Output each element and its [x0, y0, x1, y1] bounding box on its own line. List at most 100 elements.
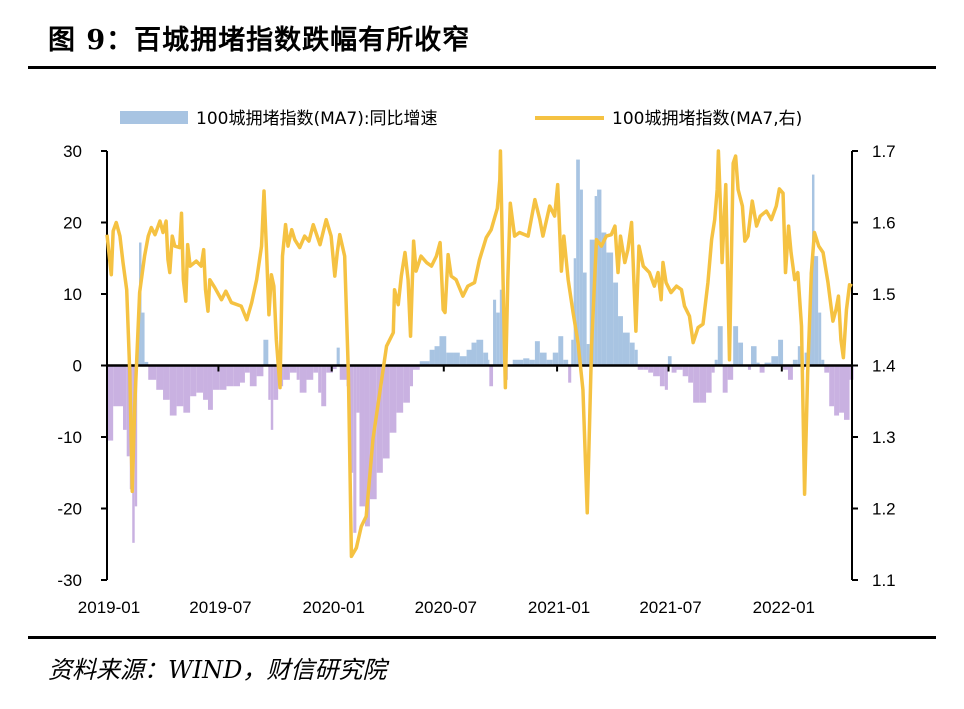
bar — [156, 365, 164, 390]
bar — [489, 365, 494, 387]
bar — [671, 365, 677, 373]
legend-label-line: 100城拥堵指数(MA7,右) — [612, 109, 802, 129]
bar — [483, 352, 489, 366]
congestion-index-line — [105, 149, 853, 559]
bar — [814, 256, 819, 366]
bar — [169, 365, 177, 416]
y-right-tick-label: 1.2 — [872, 500, 896, 519]
y-left-tick-label: -20 — [57, 500, 82, 519]
bar — [764, 362, 772, 366]
bar — [273, 365, 279, 400]
x-tick-label: 2019-01 — [78, 598, 140, 617]
bar — [249, 365, 257, 387]
bar — [844, 365, 850, 420]
bar — [299, 365, 307, 393]
bar — [688, 365, 694, 383]
bar — [756, 362, 760, 366]
bar — [606, 252, 614, 366]
bar — [824, 365, 830, 373]
bar — [523, 358, 530, 366]
bar — [787, 365, 793, 380]
y-left-tick-label: 10 — [63, 285, 82, 304]
bar — [797, 346, 802, 366]
bar — [558, 336, 564, 366]
bar — [601, 232, 607, 366]
bar — [576, 159, 580, 366]
tick-labels: 30 20 10 0 -10 -20 -30 1.7 1.6 1.5 1.4 1.3 1.2 1.1 201… — [57, 142, 895, 617]
y-right-tick-label: 1.6 — [872, 214, 896, 233]
bar — [579, 189, 583, 366]
bar — [637, 365, 644, 370]
bar — [207, 365, 213, 410]
x-tick-label: 2021-07 — [639, 598, 701, 617]
bar — [389, 365, 397, 433]
bar — [717, 326, 723, 366]
bar — [419, 361, 430, 366]
bar — [144, 361, 149, 366]
bar — [488, 359, 490, 366]
bar — [212, 365, 220, 390]
bar — [296, 365, 300, 380]
bar — [582, 272, 587, 366]
bar — [699, 365, 707, 403]
bar — [353, 365, 357, 533]
bar — [123, 365, 127, 430]
bar — [107, 365, 114, 441]
bar — [446, 352, 454, 366]
bar — [364, 365, 370, 527]
x-tick-label: 2021-01 — [528, 598, 590, 617]
bar — [439, 336, 447, 366]
bar — [618, 316, 623, 366]
bar — [349, 365, 354, 473]
bar — [429, 349, 435, 366]
source-note: 资料来源：WIND，财信研究院 — [48, 656, 387, 684]
bar — [318, 365, 322, 393]
bar — [778, 339, 784, 366]
bar — [382, 365, 390, 459]
bar — [499, 289, 503, 366]
bar — [664, 365, 668, 390]
bar — [659, 365, 665, 387]
bar — [771, 356, 779, 366]
bar — [332, 365, 337, 370]
bar — [471, 342, 477, 366]
bar — [190, 365, 197, 397]
y-left-tick-label: 30 — [63, 142, 82, 161]
bar — [268, 365, 271, 400]
bar — [706, 365, 712, 393]
bar — [356, 365, 360, 413]
bar — [634, 349, 638, 366]
bar — [539, 352, 547, 366]
bar — [834, 365, 840, 416]
bar — [233, 365, 240, 387]
bar — [313, 365, 319, 373]
bar — [270, 365, 274, 430]
y-right-tick-label: 1.7 — [872, 142, 896, 161]
bar — [409, 365, 414, 387]
bar — [751, 346, 757, 366]
y-right-tick-label: 1.1 — [872, 571, 896, 590]
bar — [476, 339, 484, 366]
bar — [573, 258, 577, 366]
x-tick-label: 2020-07 — [415, 598, 477, 617]
bar — [568, 365, 572, 383]
y-right-tick-label: 1.4 — [872, 357, 896, 376]
bar — [226, 365, 234, 387]
bar — [203, 365, 208, 400]
bar — [219, 365, 227, 390]
bar — [148, 365, 157, 380]
bar — [529, 359, 535, 366]
bottom-rule — [28, 636, 936, 639]
bar — [306, 365, 314, 380]
bar — [359, 365, 365, 507]
bar — [667, 356, 672, 366]
bar — [466, 349, 472, 366]
bar — [714, 359, 718, 366]
bar — [747, 365, 752, 370]
bar — [403, 365, 410, 403]
legend: 100城拥堵指数(MA7):同比增速 100城拥堵指数(MA7,右) — [120, 109, 802, 129]
bar — [552, 352, 559, 366]
line-series — [105, 149, 853, 559]
top-rule — [28, 66, 936, 69]
